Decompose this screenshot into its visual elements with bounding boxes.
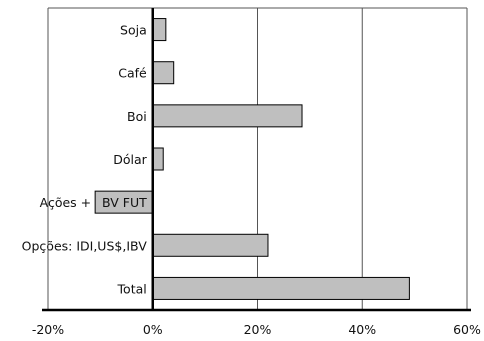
category-label: Boi bbox=[127, 109, 147, 124]
x-tick-labels: -20% 0% 20% 40% 60% bbox=[32, 322, 481, 337]
x-tick-label: 40% bbox=[348, 322, 376, 337]
category-label: BV FUT bbox=[102, 195, 147, 210]
category-label: Dólar bbox=[113, 152, 147, 167]
x-tick-label: 20% bbox=[244, 322, 272, 337]
bars bbox=[94, 18, 410, 300]
axes bbox=[42, 7, 471, 312]
x-tick-label: -20% bbox=[32, 322, 64, 337]
category-labels: Soja Café Boi Dólar Ações + BV FUT Opções: IDI… bbox=[22, 23, 148, 297]
category-label: Total bbox=[117, 281, 147, 296]
bar bbox=[152, 104, 303, 128]
category-label: Café bbox=[118, 66, 147, 81]
gridlines bbox=[257, 8, 363, 310]
x-tick-label: 60% bbox=[453, 322, 481, 337]
category-label: Opções: IDI,US$,IBV bbox=[22, 238, 148, 253]
bar bbox=[152, 147, 164, 171]
category-label: Soja bbox=[120, 23, 147, 38]
bar bbox=[152, 276, 410, 300]
category-label: Ações + bbox=[40, 195, 92, 210]
bar bbox=[152, 233, 269, 257]
bar bbox=[152, 61, 175, 85]
bar bbox=[152, 18, 167, 42]
x-tick-label: 0% bbox=[143, 322, 163, 337]
